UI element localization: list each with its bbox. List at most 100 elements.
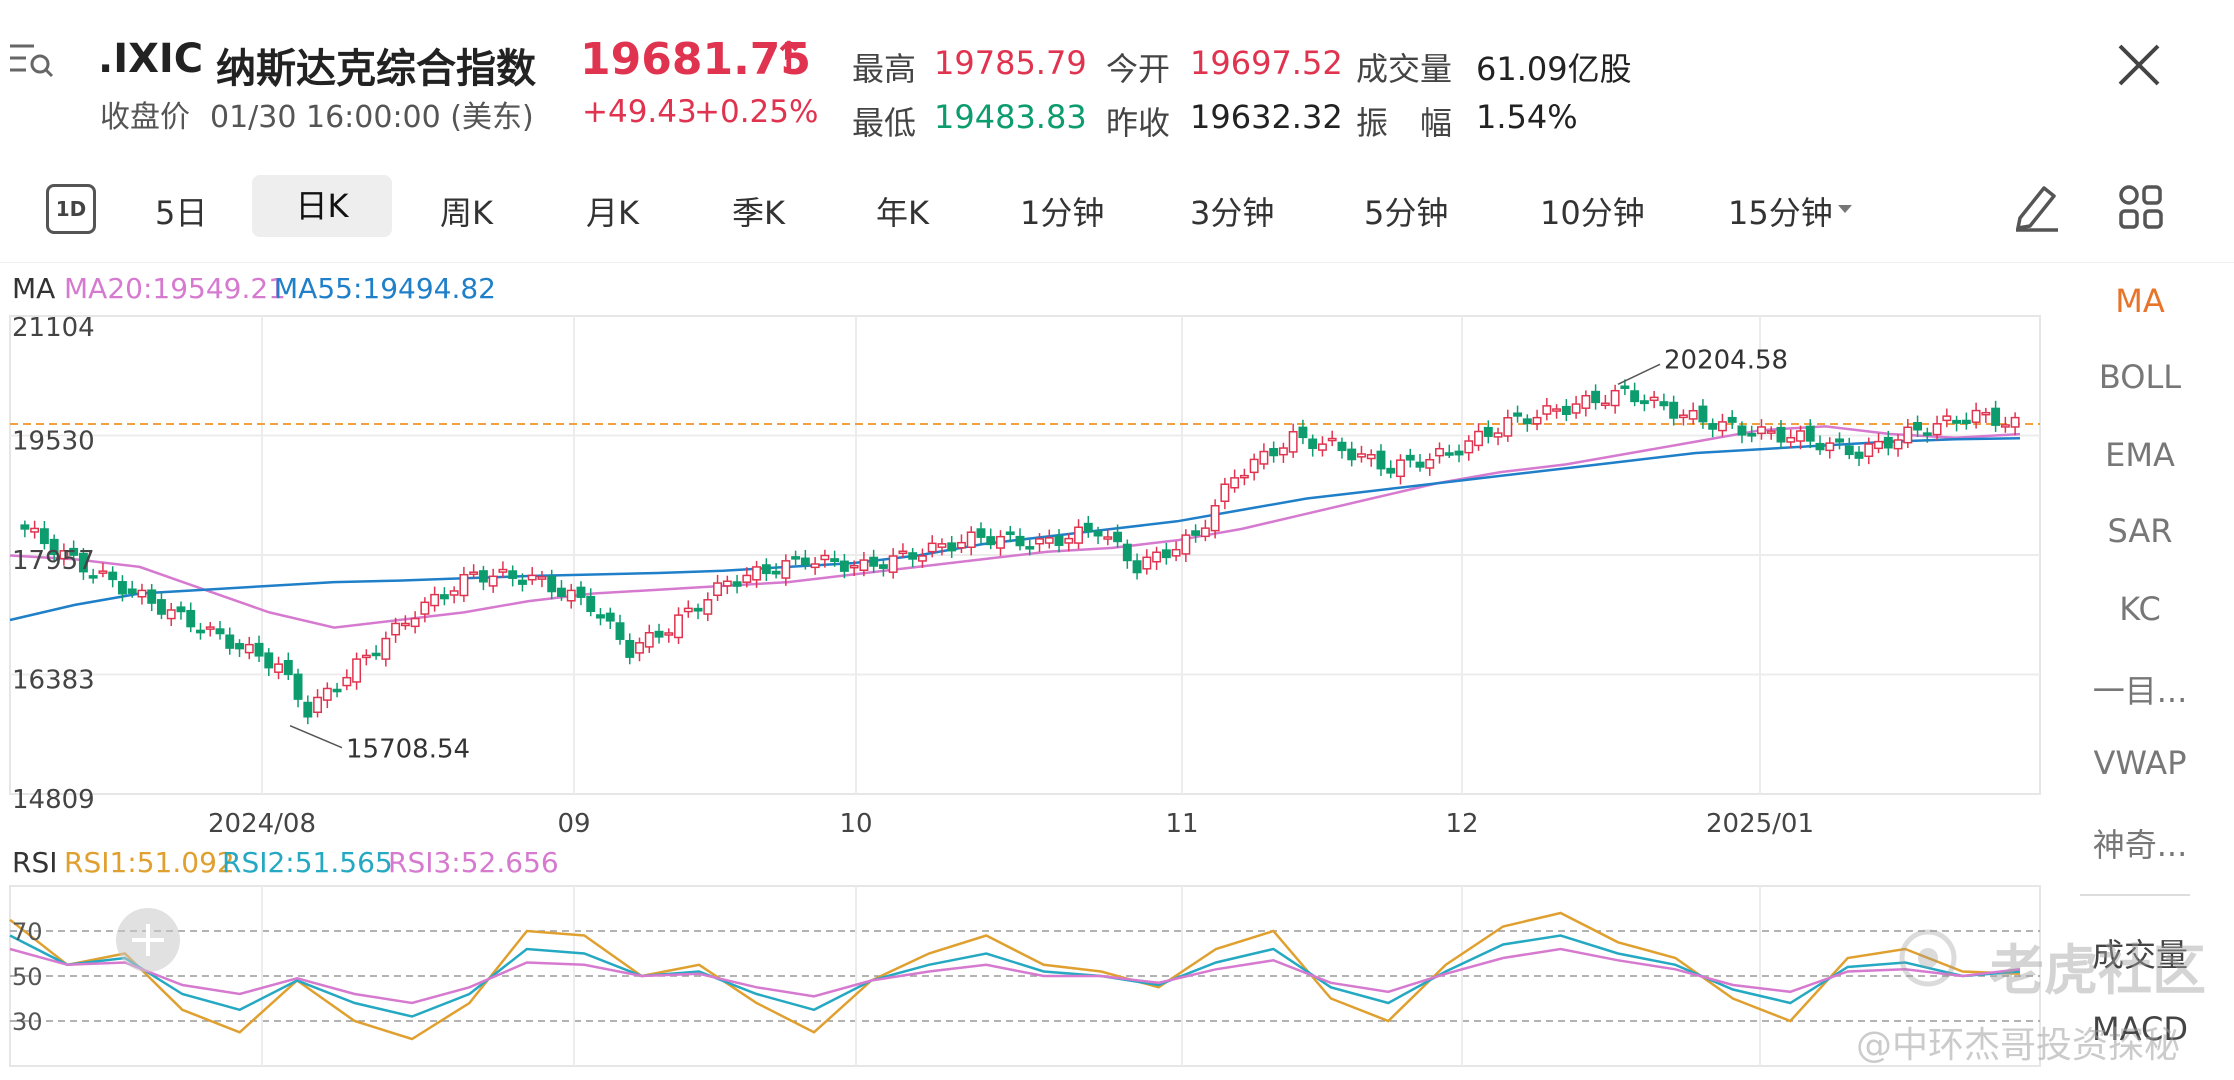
tab-weekly-k[interactable]: 周K — [440, 194, 493, 232]
candle-body — [1113, 531, 1123, 543]
candle-body — [127, 588, 137, 594]
y-tick-label: 19530 — [12, 427, 95, 457]
candle-body — [596, 614, 605, 619]
tab-3min[interactable]: 3分钟 — [1190, 194, 1275, 232]
candle-body — [1844, 445, 1854, 456]
sidebar-item-vwap[interactable]: VWAP — [2093, 744, 2187, 782]
rsi-line-rsi3 — [9, 947, 2021, 1005]
tab-1min[interactable]: 1分钟 — [1020, 194, 1105, 232]
candle-body — [215, 628, 225, 635]
candle-body — [927, 542, 937, 553]
sidebar-item-volume[interactable]: 成交量 — [2091, 936, 2188, 974]
candle-body — [1161, 549, 1171, 559]
rsi-y-tick-label: 50 — [12, 963, 43, 991]
candle-body — [693, 607, 703, 612]
candle-body — [1600, 402, 1610, 407]
sidebar-item-boll[interactable]: BOLL — [2098, 358, 2182, 396]
tab-monthly-k[interactable]: 月K — [586, 194, 639, 232]
candle-body — [49, 538, 59, 555]
candle-body — [1757, 426, 1766, 435]
candle-body — [947, 542, 957, 552]
pen-icon[interactable] — [2012, 180, 2062, 232]
candle-body — [1913, 422, 1923, 431]
sidebar-item-ichimoku[interactable]: 一目... — [2092, 672, 2188, 710]
sidebar-item-ma[interactable]: MA — [2115, 282, 2165, 320]
candle-body — [1805, 425, 1815, 442]
candle-body — [1727, 416, 1737, 423]
candle-body — [683, 607, 693, 613]
close-icon[interactable] — [2116, 42, 2162, 88]
candle-body — [478, 570, 488, 583]
candle-body — [722, 580, 732, 587]
candle-body — [78, 552, 88, 573]
candle-body — [966, 531, 976, 548]
candle-body — [1249, 458, 1259, 474]
sidebar-item-sar[interactable]: SAR — [2107, 512, 2173, 550]
candle-body — [742, 574, 752, 583]
candle-body — [1425, 458, 1435, 469]
stat-low-label: 最低 — [852, 104, 917, 142]
ma-lines — [9, 425, 2021, 629]
candle-body — [1074, 526, 1083, 544]
candle-body — [313, 696, 323, 714]
sidebar-item-macd[interactable]: MACD — [2092, 1010, 2188, 1048]
candle-body — [1581, 394, 1591, 409]
candle-body — [644, 632, 654, 648]
y-tick-label: 21104 — [12, 313, 95, 343]
stat-volume-label: 成交量 — [1356, 50, 1453, 88]
plus-icon — [132, 924, 164, 956]
candle-body — [1932, 423, 1942, 436]
candlesticks — [20, 379, 2020, 725]
tab-5d[interactable]: 5日 — [155, 194, 208, 232]
candle-body — [1200, 527, 1210, 538]
candle-body — [1122, 543, 1132, 562]
candle-body — [322, 687, 332, 701]
candle-body — [849, 564, 859, 569]
candle-body — [147, 589, 157, 604]
caret-down-icon[interactable] — [1836, 200, 1854, 213]
candle-body — [1035, 538, 1044, 545]
candle-body — [732, 581, 742, 587]
candle-body — [1942, 415, 1952, 422]
sidebar-item-kc[interactable]: KC — [2119, 590, 2161, 628]
candle-body — [1357, 453, 1366, 458]
candle-body — [137, 589, 147, 598]
candle-body — [1971, 409, 1981, 423]
grid-icon[interactable] — [2118, 184, 2164, 230]
tab-15min[interactable]: 15分钟 — [1728, 194, 1833, 232]
sidebar-item-ema[interactable]: EMA — [2105, 436, 2175, 474]
candle-body — [1396, 459, 1405, 478]
candle-body — [1874, 440, 1883, 450]
rsi-legend-title: RSI — [12, 846, 58, 879]
candle-body — [1288, 430, 1298, 453]
tab-daily-k[interactable]: 日K — [252, 175, 392, 237]
candle-body — [1054, 535, 1064, 546]
low-annotation-label: 15708.54 — [346, 735, 470, 765]
candle-body — [108, 571, 118, 581]
candle-body — [888, 555, 898, 573]
candle-body — [1766, 430, 1776, 434]
rsi3-legend: RSI3:52.656 — [388, 846, 559, 879]
candle-body — [225, 634, 235, 649]
tab-10min[interactable]: 10分钟 — [1540, 194, 1645, 232]
sidebar-item-magic[interactable]: 神奇... — [2092, 826, 2188, 864]
tab-quarterly-k[interactable]: 季K — [732, 194, 785, 232]
add-indicator-button[interactable] — [116, 908, 180, 972]
tab-5min[interactable]: 5分钟 — [1364, 194, 1449, 232]
candle-body — [69, 547, 79, 556]
candle-body — [1522, 418, 1532, 425]
candle-body — [1688, 410, 1698, 420]
index-name: 纳斯达克综合指数 — [216, 46, 536, 92]
candle-body — [1561, 405, 1571, 416]
high-annotation-label: 20204.58 — [1664, 345, 1788, 375]
candle-body — [878, 564, 888, 569]
tab-1d-icon[interactable]: 1D — [46, 184, 96, 234]
candle-body — [1444, 452, 1454, 456]
candle-body — [420, 601, 430, 615]
tab-yearly-k[interactable]: 年K — [876, 194, 929, 232]
candle-body — [1152, 551, 1162, 563]
candle-body — [459, 573, 469, 597]
menu-search-icon[interactable] — [8, 40, 54, 80]
watermark-logo-icon — [1898, 928, 1958, 988]
